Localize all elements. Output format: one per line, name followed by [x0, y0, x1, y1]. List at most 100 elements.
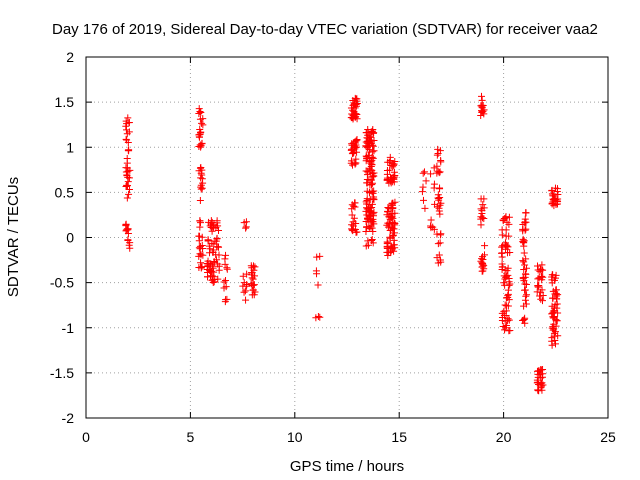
y-tick-label: 1: [66, 139, 74, 155]
data-point: [537, 380, 545, 388]
data-point: [240, 279, 248, 287]
data-point: [350, 202, 358, 210]
data-point: [363, 153, 371, 161]
data-point: [215, 251, 223, 259]
grid: [86, 57, 608, 418]
data-point: [384, 207, 392, 215]
data-point: [522, 209, 530, 217]
data-point: [427, 224, 435, 232]
data-point: [364, 215, 372, 223]
y-tick-label: -0.5: [50, 275, 74, 291]
data-point: [389, 232, 397, 240]
data-point: [249, 262, 257, 270]
data-point: [210, 273, 218, 281]
data-point: [498, 314, 506, 322]
data-point: [124, 225, 132, 233]
data-point: [549, 190, 557, 198]
data-point: [197, 251, 205, 259]
data-point: [383, 238, 391, 246]
data-point: [551, 337, 559, 345]
data-point: [384, 158, 392, 166]
data-point: [552, 286, 560, 294]
data-point: [242, 223, 250, 231]
data-point: [504, 249, 512, 257]
data-point: [125, 128, 133, 136]
data-point: [314, 281, 322, 289]
data-point: [504, 243, 512, 251]
data-point: [549, 309, 557, 317]
data-point: [500, 279, 508, 287]
data-point: [198, 119, 206, 127]
data-point: [368, 166, 376, 174]
data-point: [368, 236, 376, 244]
data-point: [538, 286, 546, 294]
data-point: [391, 198, 399, 206]
data-point: [386, 153, 394, 161]
data-point: [347, 114, 355, 122]
data-point: [435, 169, 443, 177]
data-point: [369, 239, 377, 247]
data-point: [505, 213, 513, 221]
data-point: [197, 183, 205, 191]
data-point: [552, 292, 560, 300]
data-point: [215, 227, 223, 235]
data-point: [419, 196, 427, 204]
data-point: [499, 242, 507, 250]
data-point: [125, 185, 133, 193]
data-point: [362, 228, 370, 236]
data-point: [499, 263, 507, 271]
y-tick-label: 2: [66, 49, 74, 65]
data-point: [534, 370, 542, 378]
data-point: [522, 300, 530, 308]
y-tick-label: -2: [62, 410, 75, 426]
data-point: [501, 301, 509, 309]
y-tick-label: 0.5: [55, 184, 75, 200]
data-point: [362, 167, 370, 175]
data-point: [521, 219, 529, 227]
data-point: [422, 177, 430, 185]
data-point: [522, 280, 530, 288]
data-point: [552, 340, 560, 348]
data-point: [362, 242, 370, 250]
data-point: [350, 214, 358, 222]
y-axis-label: SDTVAR / TECUs: [5, 177, 22, 297]
data-point: [548, 273, 556, 281]
data-point: [520, 249, 528, 257]
data-point: [436, 168, 444, 176]
data-point: [427, 216, 435, 224]
data-point: [384, 223, 392, 231]
data-point: [351, 160, 359, 168]
data-point: [505, 296, 513, 304]
data-point: [479, 201, 487, 209]
data-point: [477, 221, 485, 229]
x-tick-label: 0: [82, 429, 90, 445]
data-point: [313, 270, 321, 278]
x-tick-label: 15: [391, 429, 407, 445]
data-point: [553, 200, 561, 208]
data-point: [352, 228, 360, 236]
data-point: [502, 226, 510, 234]
data-point: [348, 140, 356, 148]
data-point: [506, 280, 514, 288]
data-point: [552, 271, 560, 279]
data-point: [434, 240, 442, 248]
data-point: [538, 273, 546, 281]
data-point: [548, 334, 556, 342]
data-point: [347, 157, 355, 165]
data-point: [204, 261, 212, 269]
data-point: [435, 204, 443, 212]
data-point: [436, 231, 444, 239]
data-point: [499, 323, 507, 330]
data-point: [502, 273, 510, 281]
data-point: [205, 218, 213, 226]
data-point: [316, 313, 324, 321]
data-point: [203, 266, 211, 274]
data-point: [199, 121, 207, 129]
data-point: [209, 248, 217, 256]
data-point: [242, 296, 250, 304]
data-point: [363, 179, 371, 187]
data-point: [362, 129, 370, 137]
data-point: [554, 291, 562, 299]
data-point: [384, 239, 392, 247]
data-point: [505, 316, 513, 324]
